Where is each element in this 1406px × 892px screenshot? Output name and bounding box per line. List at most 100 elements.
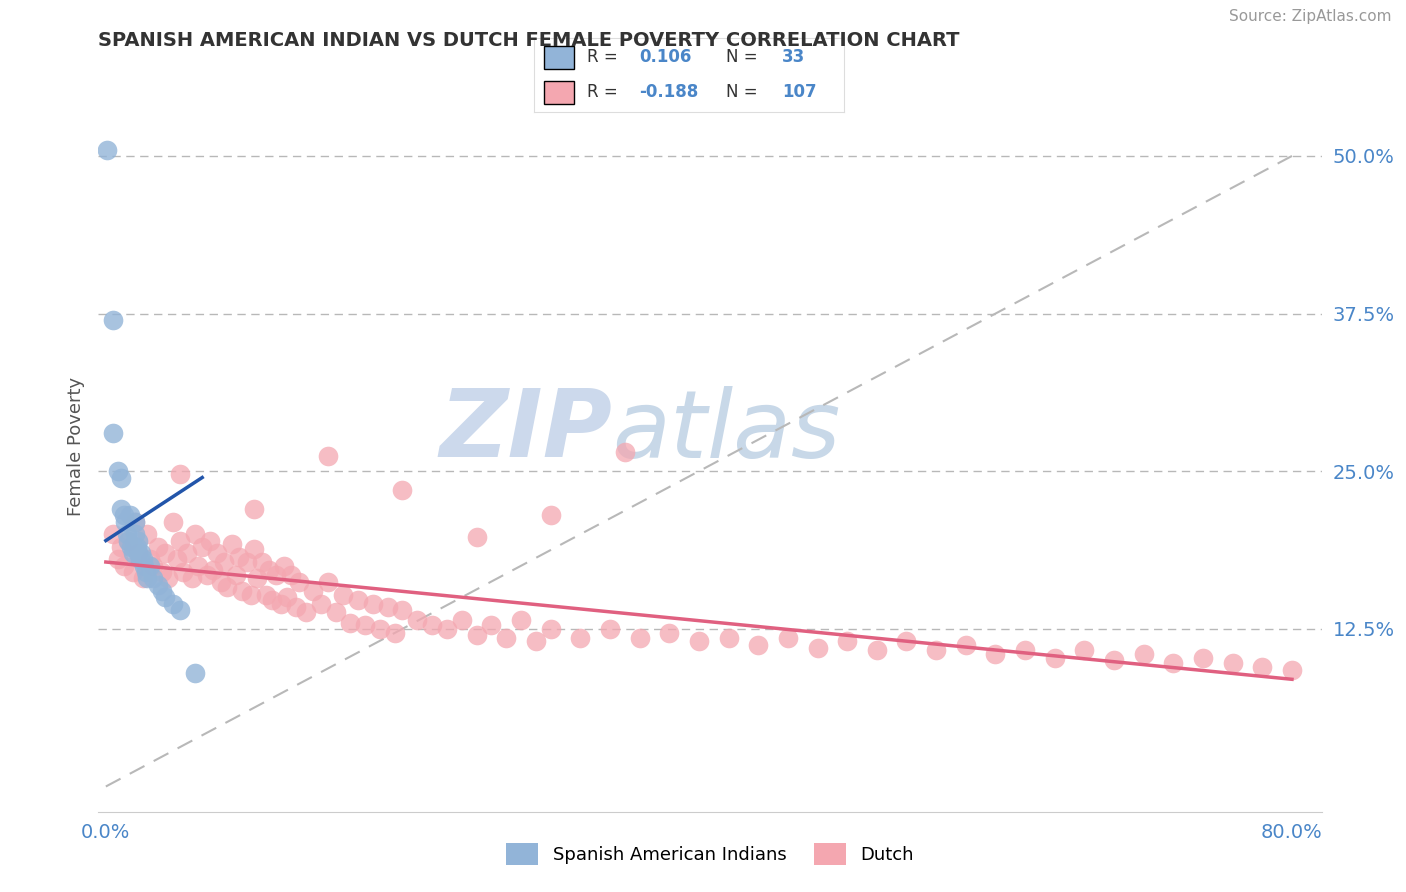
Point	[117, 533, 139, 548]
Point	[214, 555, 236, 569]
Point	[257, 563, 280, 577]
Legend: Spanish American Indians, Dutch: Spanish American Indians, Dutch	[499, 836, 921, 872]
Point	[243, 502, 266, 516]
Point	[243, 542, 266, 557]
Point	[205, 546, 228, 560]
Point	[984, 647, 1007, 661]
Point	[110, 470, 132, 484]
Point	[142, 571, 165, 585]
Text: R =: R =	[586, 48, 617, 66]
Point	[347, 592, 370, 607]
Point	[169, 603, 191, 617]
Text: -0.188: -0.188	[640, 84, 699, 102]
Point	[246, 571, 269, 585]
Point	[131, 546, 153, 560]
Point	[127, 533, 149, 548]
Point	[1192, 651, 1215, 665]
Point	[228, 549, 250, 564]
Point	[955, 638, 977, 652]
Point	[139, 558, 162, 573]
Point	[166, 552, 188, 566]
Point	[153, 546, 176, 560]
Point	[162, 597, 184, 611]
Point	[495, 631, 517, 645]
Point	[180, 571, 202, 585]
Point	[172, 565, 194, 579]
Point	[157, 571, 180, 585]
Point	[266, 567, 288, 582]
Point	[211, 575, 233, 590]
Point	[169, 467, 191, 481]
Point	[837, 634, 859, 648]
Point	[280, 567, 302, 582]
Point	[1073, 643, 1095, 657]
Point	[132, 571, 155, 585]
Point	[332, 588, 354, 602]
Point	[176, 546, 198, 560]
Point	[420, 618, 443, 632]
Point	[162, 515, 184, 529]
Point	[806, 640, 828, 655]
Point	[124, 515, 146, 529]
Point	[391, 483, 413, 497]
Point	[436, 622, 458, 636]
Text: SPANISH AMERICAN INDIAN VS DUTCH FEMALE POVERTY CORRELATION CHART: SPANISH AMERICAN INDIAN VS DUTCH FEMALE …	[98, 31, 960, 50]
Text: R =: R =	[586, 84, 617, 102]
Point	[866, 643, 889, 657]
Text: N =: N =	[725, 48, 758, 66]
Point	[117, 533, 139, 548]
Point	[121, 546, 143, 560]
Point	[339, 615, 361, 630]
Point	[479, 618, 502, 632]
Point	[260, 592, 283, 607]
Point	[273, 558, 295, 573]
Point	[925, 643, 948, 657]
Point	[276, 591, 298, 605]
Point	[384, 625, 406, 640]
Point	[270, 597, 292, 611]
Point	[121, 565, 143, 579]
Point	[135, 565, 157, 579]
Point	[127, 546, 149, 560]
Point	[254, 588, 277, 602]
Point	[114, 515, 136, 529]
Point	[146, 578, 169, 592]
Point	[1163, 656, 1185, 670]
Point	[1222, 656, 1244, 670]
Point	[250, 555, 273, 569]
Point	[142, 558, 165, 573]
Point	[136, 527, 159, 541]
Point	[103, 313, 125, 327]
Point	[201, 563, 224, 577]
Point	[658, 625, 681, 640]
Text: 0.106: 0.106	[640, 48, 692, 66]
Text: 107: 107	[782, 84, 817, 102]
Point	[132, 552, 155, 566]
Point	[122, 540, 145, 554]
Point	[107, 464, 129, 478]
Point	[153, 591, 176, 605]
Text: N =: N =	[725, 84, 758, 102]
Point	[124, 515, 146, 529]
Point	[169, 533, 191, 548]
Point	[110, 502, 132, 516]
Point	[354, 618, 377, 632]
FancyBboxPatch shape	[544, 45, 575, 69]
Point	[747, 638, 769, 652]
Point	[1102, 653, 1125, 667]
Point	[225, 567, 247, 582]
Point	[96, 143, 118, 157]
Point	[540, 508, 562, 523]
Text: ZIP: ZIP	[439, 385, 612, 477]
Point	[717, 631, 740, 645]
Point	[118, 508, 141, 523]
Point	[325, 606, 347, 620]
Point	[198, 533, 221, 548]
Point	[136, 571, 159, 585]
Point	[124, 527, 146, 541]
Point	[1043, 651, 1066, 665]
Point	[524, 634, 547, 648]
Point	[1014, 643, 1036, 657]
Point	[127, 546, 149, 560]
Point	[599, 622, 621, 636]
